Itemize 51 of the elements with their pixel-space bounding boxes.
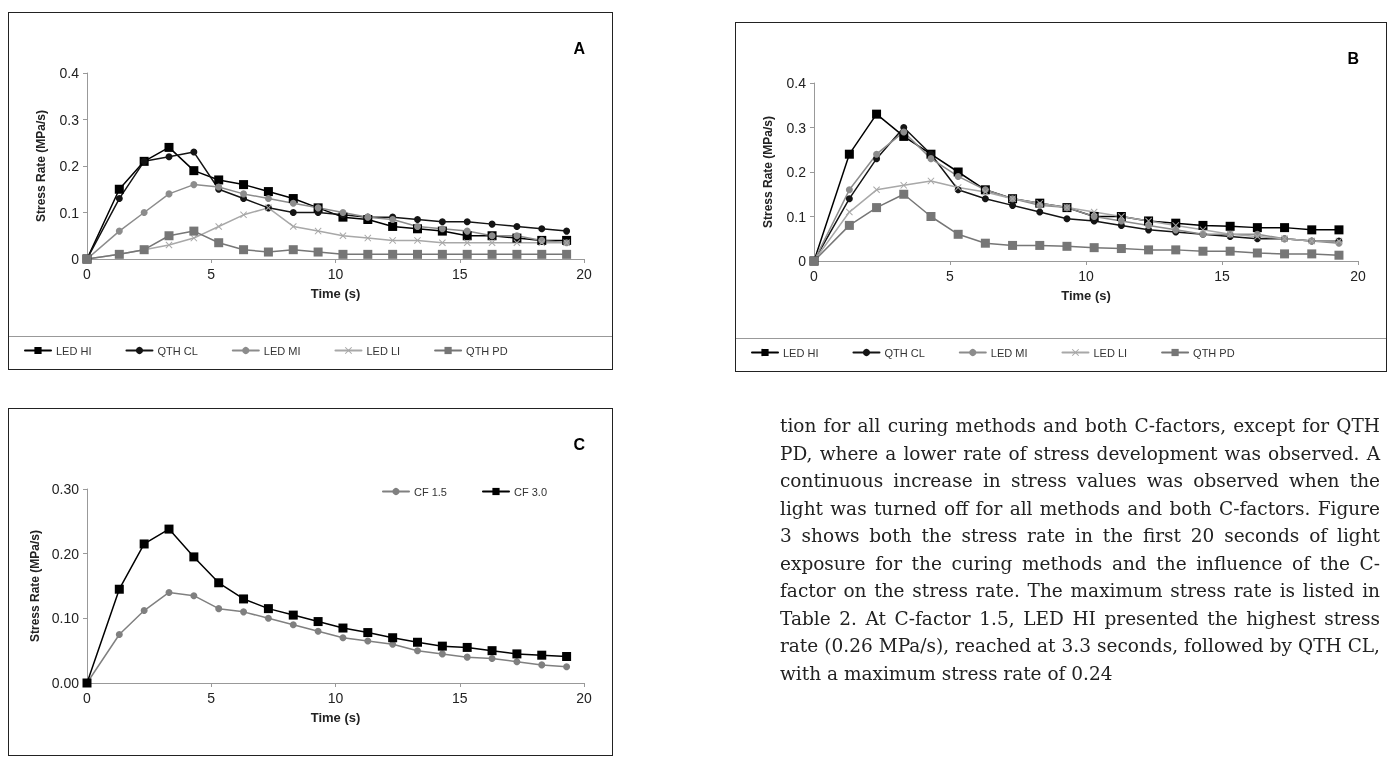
y-tick-label: 0 — [71, 251, 80, 267]
y-axis-title: Stress Rate (MPa/s) — [34, 109, 48, 223]
y-tick-label: 0.10 — [51, 610, 80, 627]
legend-label: QTH CL — [157, 344, 198, 357]
legend-label: LED LI — [366, 344, 401, 357]
x-tick-label: 0 — [83, 266, 92, 282]
x-tick-label: 20 — [576, 690, 592, 706]
x-tick-label: 5 — [946, 268, 955, 284]
x-axis-title: Time (s) — [1061, 288, 1111, 303]
legend-label: LED MI — [263, 344, 301, 357]
x-tick-label: 20 — [1350, 268, 1366, 284]
legend-label: QTH CL — [884, 346, 925, 359]
y-tick-label: 0.1 — [786, 208, 807, 225]
legend-label: CF 3.0 — [513, 485, 547, 498]
legend-label: LED LI — [1093, 346, 1128, 359]
y-axis-title: Stress Rate (MPa/s) — [761, 115, 775, 229]
y-tick-label: 0.20 — [51, 545, 80, 562]
x-tick-label: 5 — [207, 690, 216, 706]
x-axis-title: Time (s) — [310, 286, 361, 301]
text: tion for all curing methods and both C-factors, except for QTH PD, where a lower rate of stress development was observed. A continuous increase in stress values was observed when the light was turned off for all methods and both C-factors. Figure 3 shows both the stress rate in the first 20 seconds of light exposure for the curing methods and the influence of the C-factor on the stress rate. The maximum stress rate is listed in Table 2. At C-factor 1.5, LED HI presented the highest stress rate (0.26 MPa/s), reached at 3.3 seconds, followed by QTH CL, with a maximum stress rate of 0.24 — [780, 415, 1380, 684]
x-tick-label: 15 — [1214, 268, 1230, 284]
x-tick-label: 20 — [576, 266, 592, 282]
y-axis-title: Stress Rate (MPa/s) — [27, 529, 42, 643]
x-tick-label: 5 — [207, 266, 216, 282]
x-tick-label: 15 — [451, 266, 468, 282]
y-tick-label: 0.4 — [786, 75, 807, 91]
y-tick-label: 0.3 — [59, 111, 80, 128]
chart-title: B — [1347, 49, 1360, 67]
y-tick-label: 0.4 — [59, 65, 80, 81]
chart-title: C — [573, 435, 586, 453]
legend-label: QTH PD — [466, 344, 508, 357]
y-tick-label: 0.2 — [786, 164, 807, 180]
chart-title: A — [573, 39, 586, 57]
x-tick-label: 10 — [1078, 268, 1094, 284]
y-tick-label: 0 — [798, 253, 807, 269]
legend-label: QTH PD — [1193, 346, 1235, 359]
y-tick-label: 0.30 — [51, 481, 80, 497]
x-tick-label: 15 — [451, 690, 468, 706]
legend-label: LED HI — [56, 344, 92, 357]
x-tick-label: 10 — [327, 266, 344, 282]
y-tick-label: 0.2 — [59, 158, 80, 174]
x-tick-label: 0 — [83, 690, 92, 706]
y-tick-label: 0.00 — [51, 675, 80, 691]
x-tick-label: 0 — [810, 268, 819, 284]
legend-label: LED HI — [783, 346, 819, 359]
y-tick-label: 0.3 — [786, 119, 807, 136]
x-tick-label: 10 — [327, 690, 344, 706]
y-tick-label: 0.1 — [59, 204, 80, 221]
legend-label: LED MI — [990, 346, 1028, 359]
legend-label: CF 1.5 — [413, 485, 447, 498]
x-axis-title: Time (s) — [310, 710, 361, 725]
